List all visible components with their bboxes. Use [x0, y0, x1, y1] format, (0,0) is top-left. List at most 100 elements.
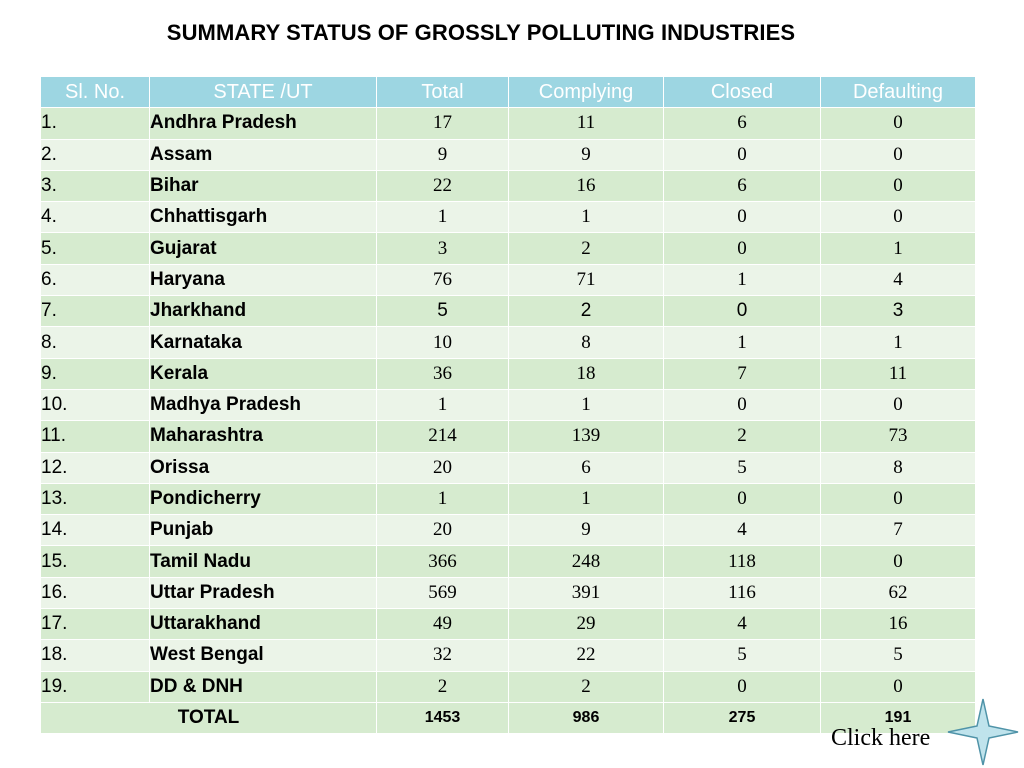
cell-closed: 6: [663, 169, 821, 203]
cell-total: 3: [376, 232, 509, 265]
cell-total: 20: [376, 514, 509, 547]
cell-closed: 6: [663, 107, 821, 140]
cell-total: 22: [376, 169, 509, 203]
cell-closed: 2: [663, 420, 821, 453]
cell-closed: 0: [663, 388, 821, 422]
total-label: TOTAL: [40, 701, 377, 735]
cell-state: Assam: [149, 138, 377, 171]
cell-state: Bihar: [149, 169, 377, 203]
cell-state: Tamil Nadu: [149, 545, 377, 578]
table-row: 3. Bihar 22 16 6 0: [40, 169, 976, 203]
cell-closed: 4: [663, 514, 821, 547]
table-row: 10. Madhya Pradesh 1 1 0 0: [40, 388, 976, 422]
cell-sl-no: 6.: [40, 263, 150, 297]
cell-closed: 7: [663, 357, 821, 390]
cell-total: 9: [376, 138, 509, 171]
cell-state: Chhattisgarh: [149, 201, 377, 234]
cell-closed: 5: [663, 451, 821, 484]
header-state: STATE /UT: [149, 75, 377, 109]
cell-complying: 6: [508, 451, 664, 484]
cell-sl-no: 16.: [40, 576, 150, 610]
cell-total: 2: [376, 670, 509, 703]
cell-state: West Bengal: [149, 639, 377, 672]
cell-complying: 16: [508, 169, 664, 203]
cell-defaulting: 7: [820, 514, 976, 547]
cell-complying: 29: [508, 608, 664, 641]
total-defaulting: 191: [820, 701, 976, 735]
cell-state: Haryana: [149, 263, 377, 297]
cell-sl-no: 11.: [40, 420, 150, 453]
cell-total: 5: [376, 295, 509, 328]
cell-sl-no: 18.: [40, 639, 150, 672]
cell-sl-no: 12.: [40, 451, 150, 484]
table-row: 18. West Bengal 32 22 5 5: [40, 639, 976, 672]
cell-sl-no: 19.: [40, 670, 150, 703]
cell-closed: 116: [663, 576, 821, 610]
cell-defaulting: 0: [820, 388, 976, 422]
cell-sl-no: 9.: [40, 357, 150, 390]
cell-complying: 9: [508, 514, 664, 547]
cell-state: Karnataka: [149, 326, 377, 359]
cell-defaulting: 4: [820, 263, 976, 297]
total-row: TOTAL 1453 986 275 191: [40, 701, 976, 735]
cell-total: 32: [376, 639, 509, 672]
cell-complying: 139: [508, 420, 664, 453]
total-total: 1453: [376, 701, 509, 735]
cell-defaulting: 8: [820, 451, 976, 484]
cell-sl-no: 1.: [40, 107, 150, 140]
table-row: 8. Karnataka 10 8 1 1: [40, 326, 976, 359]
table-row: 16. Uttar Pradesh 569 391 116 62: [40, 576, 976, 610]
cell-complying: 22: [508, 639, 664, 672]
total-closed: 275: [663, 701, 821, 735]
cell-defaulting: 0: [820, 107, 976, 140]
cell-sl-no: 10.: [40, 388, 150, 422]
cell-sl-no: 4.: [40, 201, 150, 234]
cell-state: Pondicherry: [149, 482, 377, 516]
cell-defaulting: 0: [820, 545, 976, 578]
cell-complying: 391: [508, 576, 664, 610]
cell-sl-no: 13.: [40, 482, 150, 516]
cell-total: 1: [376, 482, 509, 516]
table-row: 13. Pondicherry 1 1 0 0: [40, 482, 976, 516]
table-row: 6. Haryana 76 71 1 4: [40, 263, 976, 297]
header-sl-no: Sl. No.: [40, 75, 150, 109]
cell-sl-no: 14.: [40, 514, 150, 547]
cell-closed: 118: [663, 545, 821, 578]
cell-total: 1: [376, 388, 509, 422]
cell-state: Andhra Pradesh: [149, 107, 377, 140]
cell-total: 366: [376, 545, 509, 578]
cell-state: Jharkhand: [149, 295, 377, 328]
cell-closed: 0: [663, 482, 821, 516]
cell-complying: 1: [508, 482, 664, 516]
table-row: 5. Gujarat 3 2 0 1: [40, 232, 976, 265]
cell-state: Gujarat: [149, 232, 377, 265]
table-body: 1. Andhra Pradesh 17 11 6 0 2. Assam 9 9 0 0 3. Bihar…: [40, 107, 976, 703]
click-here-link[interactable]: Click here: [831, 725, 931, 751]
cell-defaulting: 1: [820, 232, 976, 265]
header-complying: Complying: [508, 75, 664, 109]
cell-closed: 1: [663, 326, 821, 359]
cell-complying: 71: [508, 263, 664, 297]
cell-sl-no: 3.: [40, 169, 150, 203]
cell-closed: 0: [663, 295, 821, 328]
cell-sl-no: 7.: [40, 295, 150, 328]
cell-complying: 11: [508, 107, 664, 140]
cell-sl-no: 15.: [40, 545, 150, 578]
cell-complying: 9: [508, 138, 664, 171]
cell-defaulting: 3: [820, 295, 976, 328]
cell-sl-no: 5.: [40, 232, 150, 265]
table-row: 11. Maharashtra 214 139 2 73: [40, 420, 976, 453]
cell-defaulting: 0: [820, 169, 976, 203]
four-point-star-icon[interactable]: [946, 697, 1020, 767]
cell-closed: 5: [663, 639, 821, 672]
cell-defaulting: 5: [820, 639, 976, 672]
cell-total: 36: [376, 357, 509, 390]
cell-closed: 0: [663, 138, 821, 171]
total-complying: 986: [508, 701, 664, 735]
cell-defaulting: 0: [820, 482, 976, 516]
cell-total: 76: [376, 263, 509, 297]
table-row: 7. Jharkhand 5 2 0 3: [40, 295, 976, 328]
cell-state: DD & DNH: [149, 670, 377, 703]
cell-defaulting: 62: [820, 576, 976, 610]
cell-state: Kerala: [149, 357, 377, 390]
